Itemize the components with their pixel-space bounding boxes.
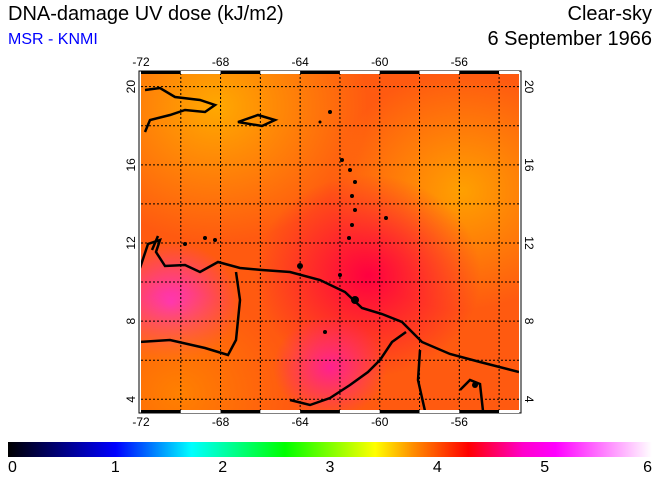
colorbar-label: 6 xyxy=(643,459,652,476)
lat-label: 4 xyxy=(124,396,138,403)
lat-label: 8 xyxy=(522,318,536,325)
lon-label: -68 xyxy=(212,415,230,429)
lon-label: -56 xyxy=(451,415,469,429)
frame-tick xyxy=(419,71,460,74)
frame-tick xyxy=(379,71,420,74)
source-label: MSR - KNMI xyxy=(8,31,98,48)
date-label: 6 September 1966 xyxy=(487,28,652,50)
lat-label: 20 xyxy=(124,80,138,94)
lon-label: -72 xyxy=(132,55,150,69)
lon-label: -60 xyxy=(371,415,389,429)
sky-mode-label: Clear-sky xyxy=(567,3,652,25)
frame-tick xyxy=(180,71,221,74)
frame-tick xyxy=(300,410,340,413)
frame-tick xyxy=(260,410,301,413)
frame-tick xyxy=(339,410,380,413)
colorbar-label: 3 xyxy=(325,459,335,476)
lon-label: -64 xyxy=(291,55,309,69)
lon-label: -64 xyxy=(291,415,309,429)
frame-tick xyxy=(220,71,261,74)
colorbar-label: 4 xyxy=(432,459,442,476)
lon-label: -56 xyxy=(451,55,469,69)
frame-tick xyxy=(220,410,261,413)
lat-label: 4 xyxy=(522,396,536,403)
frame-tick xyxy=(180,410,221,413)
coastline xyxy=(141,86,519,411)
colorbar-label: 5 xyxy=(540,459,550,476)
frame-tick xyxy=(499,71,519,74)
lon-label: -72 xyxy=(132,415,150,429)
colorbar-label: 0 xyxy=(8,459,17,476)
lat-label: 12 xyxy=(124,236,138,250)
lon-label: -60 xyxy=(371,55,389,69)
frame-tick xyxy=(459,410,500,413)
islands xyxy=(183,110,478,388)
colorbar-label: 2 xyxy=(218,459,228,476)
frame-tick xyxy=(339,71,380,74)
lat-label: 16 xyxy=(124,158,138,172)
colorbar xyxy=(8,442,652,457)
frame-tick xyxy=(141,71,181,74)
frame-tick xyxy=(260,71,301,74)
lat-label: 8 xyxy=(124,317,138,324)
colorbar-label: 1 xyxy=(110,459,120,476)
lat-label: 16 xyxy=(522,158,536,172)
map-title: DNA-damage UV dose (kJ/m2) xyxy=(8,3,284,25)
lon-label: -68 xyxy=(212,55,230,69)
frame-tick xyxy=(419,410,460,413)
frame-tick xyxy=(300,71,340,74)
lat-label: 12 xyxy=(522,236,536,250)
frame-tick xyxy=(499,410,519,413)
frame-tick xyxy=(141,410,181,413)
frame-tick xyxy=(379,410,420,413)
frame-tick xyxy=(459,71,500,74)
uv-map: -72 -72 -68 -68 -64 -64 -60 -60 -56 -56 20 20 16 16 12… xyxy=(124,55,536,429)
lat-label: 20 xyxy=(522,80,536,94)
